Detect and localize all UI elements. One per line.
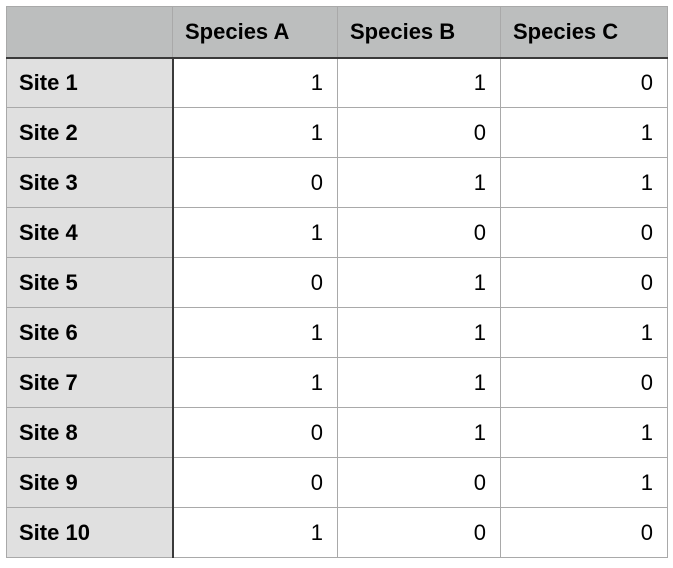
cell-site-8-species-a: 0: [172, 407, 338, 458]
cell-site-2-species-a: 1: [172, 107, 338, 158]
table-row: Site 9 0 0 1: [6, 457, 668, 508]
header-row: Species A Species B Species C: [6, 6, 668, 59]
cell-site-4-species-c: 0: [500, 207, 668, 258]
cell-site-8-species-c: 1: [500, 407, 668, 458]
cell-site-7-species-a: 1: [172, 357, 338, 408]
cell-site-5-species-c: 0: [500, 257, 668, 308]
cell-site-2-species-b: 0: [337, 107, 501, 158]
column-header-species-a: Species A: [172, 6, 338, 59]
column-header-species-b: Species B: [337, 6, 501, 59]
cell-site-4-species-b: 0: [337, 207, 501, 258]
row-label-site-1: Site 1: [6, 57, 174, 108]
corner-cell: [6, 6, 173, 59]
cell-site-6-species-a: 1: [172, 307, 338, 358]
cell-site-5-species-b: 1: [337, 257, 501, 308]
column-header-species-c: Species C: [500, 6, 668, 59]
cell-site-4-species-a: 1: [172, 207, 338, 258]
table-row: Site 4 1 0 0: [6, 207, 668, 258]
row-label-site-7: Site 7: [6, 357, 174, 408]
table-row: Site 2 1 0 1: [6, 107, 668, 158]
cell-site-7-species-b: 1: [337, 357, 501, 408]
cell-site-9-species-b: 0: [337, 457, 501, 508]
row-label-site-4: Site 4: [6, 207, 174, 258]
species-presence-table: Species A Species B Species C Site 1 1 1…: [6, 6, 668, 558]
row-label-site-9: Site 9: [6, 457, 174, 508]
cell-site-5-species-a: 0: [172, 257, 338, 308]
cell-site-9-species-c: 1: [500, 457, 668, 508]
cell-site-10-species-b: 0: [337, 507, 501, 558]
row-label-site-8: Site 8: [6, 407, 174, 458]
cell-site-1-species-c: 0: [500, 57, 668, 108]
cell-site-2-species-c: 1: [500, 107, 668, 158]
table-row: Site 10 1 0 0: [6, 507, 668, 558]
row-label-site-2: Site 2: [6, 107, 174, 158]
row-label-site-10: Site 10: [6, 507, 174, 558]
row-label-site-5: Site 5: [6, 257, 174, 308]
cell-site-3-species-a: 0: [172, 157, 338, 208]
table-row: Site 6 1 1 1: [6, 307, 668, 358]
table-row: Site 3 0 1 1: [6, 157, 668, 208]
cell-site-7-species-c: 0: [500, 357, 668, 408]
row-label-site-6: Site 6: [6, 307, 174, 358]
cell-site-1-species-b: 1: [337, 57, 501, 108]
cell-site-10-species-c: 0: [500, 507, 668, 558]
cell-site-1-species-a: 1: [172, 57, 338, 108]
cell-site-6-species-b: 1: [337, 307, 501, 358]
cell-site-3-species-b: 1: [337, 157, 501, 208]
cell-site-8-species-b: 1: [337, 407, 501, 458]
cell-site-9-species-a: 0: [172, 457, 338, 508]
cell-site-10-species-a: 1: [172, 507, 338, 558]
cell-site-3-species-c: 1: [500, 157, 668, 208]
table-row: Site 7 1 1 0: [6, 357, 668, 408]
table-row: Site 1 1 1 0: [6, 57, 668, 108]
row-label-site-3: Site 3: [6, 157, 174, 208]
table-row: Site 8 0 1 1: [6, 407, 668, 458]
cell-site-6-species-c: 1: [500, 307, 668, 358]
table-row: Site 5 0 1 0: [6, 257, 668, 308]
